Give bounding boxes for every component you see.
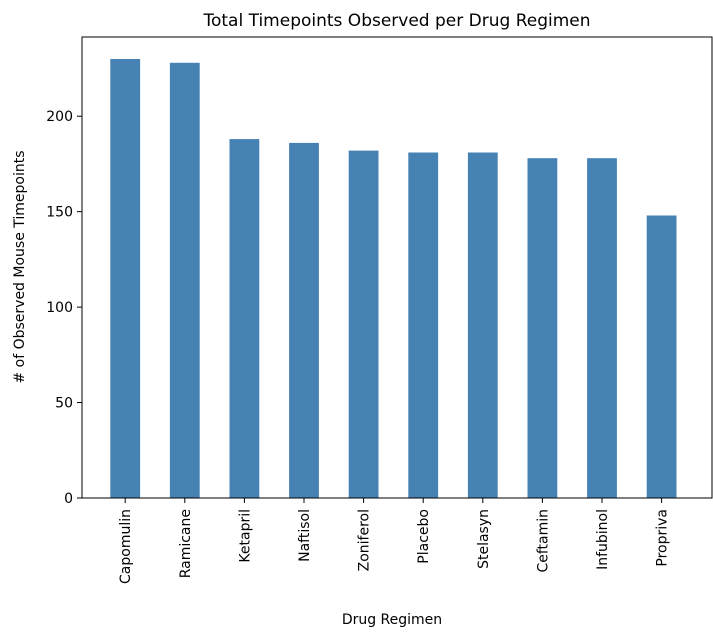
x-tick-label: Infubinol: [595, 509, 611, 570]
x-tick-label: Ramicane: [178, 509, 194, 578]
y-tick-label: 150: [46, 205, 73, 221]
bar-placebo: [408, 152, 439, 498]
x-tick-label: Capomulin: [118, 509, 134, 584]
bar-infubinol: [587, 158, 617, 498]
bars-group: [110, 59, 677, 499]
x-tick-label: Stelasyn: [476, 509, 492, 569]
y-tick-label: 0: [64, 491, 73, 507]
bar-propriva: [646, 215, 677, 498]
x-axis-ticks: Capomulin Ramicane Ketapril Naftisol Zonifer…: [118, 498, 671, 584]
bar-naftisol: [289, 142, 319, 498]
y-axis-ticks: 0 50 100 150 200: [46, 109, 82, 507]
bar-ketapril: [229, 139, 260, 498]
bar-ceftamin: [527, 158, 558, 498]
chart-title: Total Timepoints Observed per Drug Regim…: [202, 11, 590, 31]
bar-capomulin: [110, 59, 141, 498]
y-tick-label: 100: [46, 300, 73, 316]
x-tick-label: Propriva: [655, 509, 671, 567]
bar-stelasyn: [467, 152, 498, 498]
x-tick-label: Zoniferol: [357, 509, 373, 571]
bar-zoniferol: [348, 150, 379, 498]
x-tick-label: Ceftamin: [535, 509, 551, 573]
plot-frame: [81, 36, 713, 499]
x-tick-label: Naftisol: [297, 509, 313, 562]
y-tick-label: 200: [46, 109, 73, 125]
x-axis-label: Drug Regimen: [342, 612, 442, 628]
x-tick-label: Placebo: [416, 509, 432, 564]
x-tick-label: Ketapril: [237, 509, 253, 563]
y-tick-label: 50: [55, 396, 73, 412]
y-axis-label: # of Observed Mouse Timepoints: [12, 150, 28, 383]
bar-ramicane: [169, 62, 200, 499]
